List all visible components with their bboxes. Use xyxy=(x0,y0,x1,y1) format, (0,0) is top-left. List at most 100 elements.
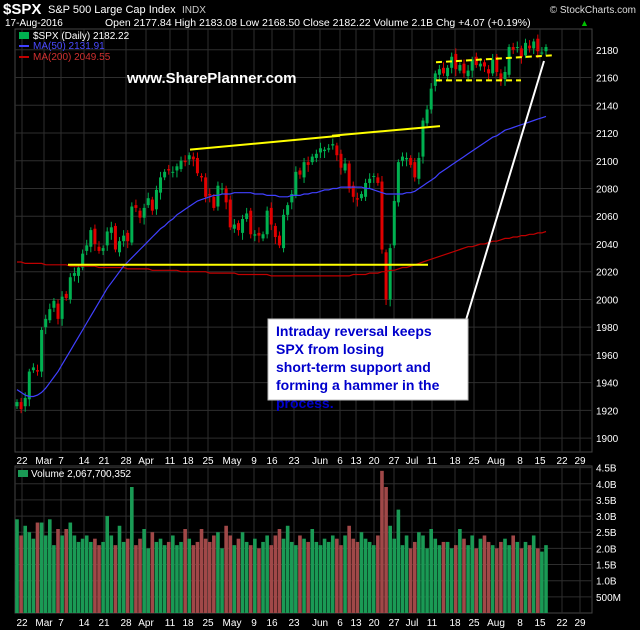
candle xyxy=(72,267,76,282)
price-y-tick: 2120 xyxy=(596,129,619,140)
annotation-box: Intraday reversal keeps SPX from losing sh… xyxy=(267,318,469,411)
x-tick-label: 9 xyxy=(251,618,257,629)
volume-bar xyxy=(408,548,413,613)
volume-bar xyxy=(376,535,380,613)
exchange-label: INDX xyxy=(182,5,206,16)
trend-line xyxy=(189,134,341,151)
volume-bar xyxy=(335,538,339,613)
x-tick-label: 18 xyxy=(182,618,194,629)
volume-bar xyxy=(330,535,335,613)
volume-bar xyxy=(220,548,224,613)
candle xyxy=(277,231,281,249)
candle xyxy=(118,237,122,257)
volume-bar xyxy=(117,525,122,613)
volume-bar xyxy=(462,538,466,613)
x-tick-label: Jul xyxy=(406,618,419,629)
x-tick-label: 21 xyxy=(98,618,110,629)
volume-bar xyxy=(441,541,446,613)
x-tick-label: May xyxy=(223,456,242,467)
candle xyxy=(396,159,400,207)
x-tick-label: 25 xyxy=(202,618,214,629)
x-tick-label: 7 xyxy=(58,618,64,629)
quote-line: Open 2177.84 High 2183.08 Low 2168.50 Cl… xyxy=(105,17,531,29)
volume-y-tick: 1.0B xyxy=(596,577,617,588)
volume-bar xyxy=(232,545,237,613)
candle xyxy=(15,399,19,410)
x-tick-label: 18 xyxy=(182,456,194,467)
volume-bar xyxy=(35,522,40,613)
candle xyxy=(183,155,187,167)
change-up-arrow: ▲ xyxy=(580,18,589,28)
x-tick-label: 29 xyxy=(574,456,586,467)
legend-ma200: MA(200) 2049.55 xyxy=(33,52,111,63)
volume-bar xyxy=(380,470,384,613)
volume-bar xyxy=(166,541,171,613)
trend-line xyxy=(331,125,441,137)
volume-bar xyxy=(183,529,187,613)
price-y-tick: 2020 xyxy=(596,268,619,279)
candle xyxy=(318,142,322,158)
candle xyxy=(482,59,486,72)
x-tick-label: 25 xyxy=(202,456,214,467)
x-tick-label: 16 xyxy=(266,618,278,629)
volume-bar xyxy=(404,535,409,613)
candle xyxy=(60,291,64,326)
candle xyxy=(441,62,445,77)
volume-bar xyxy=(339,545,343,613)
price-y-tick: 2040 xyxy=(596,240,619,251)
candle xyxy=(228,195,232,231)
x-tick-label: 22 xyxy=(16,456,28,467)
x-tick-label: 7 xyxy=(58,456,64,467)
candle xyxy=(179,156,183,172)
candle xyxy=(27,368,31,407)
volume-y-tick: 3.5B xyxy=(596,496,617,507)
annotation-text: Intraday reversal keeps SPX from losing sh… xyxy=(276,323,440,411)
volume-y-tick: 2.0B xyxy=(596,544,617,555)
x-tick-label: 22 xyxy=(556,456,568,467)
volume-bar xyxy=(130,487,134,613)
x-tick-label: Mar xyxy=(35,456,53,467)
price-y-tick: 1920 xyxy=(596,406,619,417)
volume-bar xyxy=(64,529,69,613)
volume-bar xyxy=(544,545,548,613)
x-tick-label: 22 xyxy=(556,618,568,629)
volume-bar xyxy=(39,522,44,613)
volume-bar xyxy=(527,545,532,613)
candle xyxy=(364,178,368,201)
volume-bar xyxy=(265,535,269,613)
volume-panel: 4.5B 4.0B 3.5B 3.0B 2.5B 2.0B 1.5B 1.0B 500M xyxy=(14,464,621,614)
x-tick-label: 20 xyxy=(368,618,380,629)
volume-bar xyxy=(273,535,278,613)
x-tick-label: 13 xyxy=(350,618,362,629)
volume-bar xyxy=(306,541,310,613)
volume-bar xyxy=(531,535,536,613)
candle xyxy=(503,66,507,86)
volume-bar xyxy=(466,545,470,613)
candle xyxy=(52,298,56,312)
candle xyxy=(204,173,208,203)
candle xyxy=(245,207,249,222)
candle xyxy=(335,142,339,161)
candle xyxy=(19,397,23,414)
volume-bar xyxy=(253,538,257,613)
candle xyxy=(384,249,388,305)
volume-bar xyxy=(68,522,73,613)
candle xyxy=(392,195,396,249)
candle xyxy=(154,185,158,215)
candle xyxy=(351,181,355,203)
symbol-title: $SPX xyxy=(3,1,41,18)
price-y-tick: 2080 xyxy=(596,184,619,195)
volume-bar xyxy=(519,548,524,613)
volume-bar xyxy=(19,535,23,613)
chart-date: 17-Aug-2016 xyxy=(5,18,63,29)
candle xyxy=(323,146,327,158)
volume-bar xyxy=(294,545,298,613)
x-tick-label: 18 xyxy=(449,618,461,629)
volume-bar xyxy=(15,519,19,613)
candle xyxy=(425,105,429,127)
price-y-tick: 2140 xyxy=(596,101,619,112)
volume-bar xyxy=(396,509,401,613)
x-tick-label: 20 xyxy=(368,456,380,467)
volume-bar xyxy=(27,532,32,613)
volume-bar xyxy=(363,538,368,613)
